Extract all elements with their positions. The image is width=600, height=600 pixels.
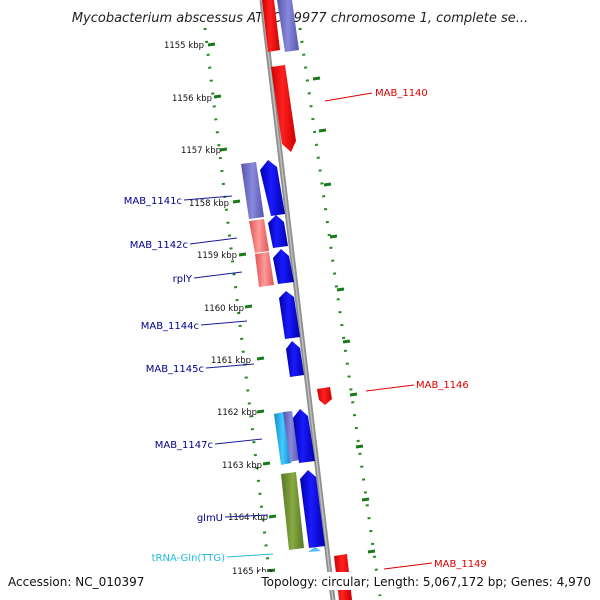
gene-arrow-mab1144c[interactable] (279, 291, 300, 339)
gene-arrow-glmu[interactable] (300, 470, 325, 548)
tick-1161: 1161 kbp (211, 356, 251, 366)
kbp-tick-labels: 1155 kbp 1156 kbp 1157 kbp 1158 kbp 1159… (164, 41, 272, 577)
gene-arrow-mab1147c[interactable] (293, 409, 315, 463)
label-rply[interactable]: rplY (173, 274, 193, 285)
tick-1156: 1156 kbp (172, 94, 212, 104)
label-mab1142c[interactable]: MAB_1142c (130, 240, 188, 251)
gene-block-mab1147c-cyan[interactable] (274, 412, 291, 465)
gene-arrow-trna[interactable] (308, 547, 321, 552)
tick-1158: 1158 kbp (189, 199, 229, 209)
gene-block-mab1142c-light[interactable] (249, 219, 269, 253)
label-trna-gln[interactable]: tRNA-Gln(TTG) (152, 553, 226, 564)
minus-strand-track-outer[interactable] (241, 0, 304, 550)
tick-1163: 1163 kbp (222, 461, 262, 471)
minus-strand-track-blue[interactable] (260, 160, 325, 552)
tick-1160: 1160 kbp (204, 304, 244, 314)
tick-1155: 1155 kbp (164, 41, 204, 51)
label-mab1140[interactable]: MAB_1140 (375, 88, 428, 99)
gene-block-mab1147c-lightblue[interactable] (283, 411, 299, 462)
gene-block-top-red[interactable] (262, 0, 280, 52)
tick-1165: 1165 kbp (232, 567, 272, 577)
label-leader-lines (183, 92, 433, 570)
tick-1162: 1162 kbp (217, 408, 257, 418)
label-mab1145c[interactable]: MAB_1145c (146, 364, 204, 375)
gene-block-mab1141c-light[interactable] (241, 162, 264, 219)
label-glmu[interactable]: glmU (197, 513, 223, 524)
gene-arrow-mab1145c[interactable] (286, 341, 304, 377)
gene-block-top-lightblue[interactable] (277, 0, 299, 52)
tick-1164: 1164 kbp (228, 513, 268, 523)
gene-arrow-mab1140[interactable] (271, 65, 296, 152)
label-mab1149[interactable]: MAB_1149 (434, 559, 487, 570)
gene-arrow-rply[interactable] (273, 249, 294, 284)
gene-arrow-mab1142c[interactable] (268, 215, 288, 248)
gene-arrow-mab1146[interactable] (317, 387, 332, 405)
label-mab1147c[interactable]: MAB_1147c (155, 440, 213, 451)
map-title: Mycobacterium abscessus ATCC 19977 chrom… (72, 11, 528, 26)
gene-block-rply-light[interactable] (255, 252, 274, 287)
topology-summary-text: Topology: circular; Length: 5,067,172 bp… (260, 575, 591, 589)
label-mab1146[interactable]: MAB_1146 (416, 380, 469, 391)
kbp-tick-marks (207, 42, 376, 573)
tick-1157: 1157 kbp (181, 146, 221, 156)
gene-arrow-mab1141c[interactable] (260, 160, 285, 216)
gene-labels-left: MAB_1141c MAB_1142c rplY MAB_1144c MAB_1… (124, 196, 225, 564)
tick-1159: 1159 kbp (197, 251, 237, 261)
label-mab1144c[interactable]: MAB_1144c (141, 321, 199, 332)
gene-labels-right: MAB_1140 MAB_1146 MAB_1149 (375, 88, 487, 570)
accession-text: Accession: NC_010397 (8, 575, 144, 589)
label-mab1141c[interactable]: MAB_1141c (124, 196, 182, 207)
gene-block-glmu-green[interactable] (281, 472, 304, 550)
inner-dotted-ring (298, 27, 382, 597)
